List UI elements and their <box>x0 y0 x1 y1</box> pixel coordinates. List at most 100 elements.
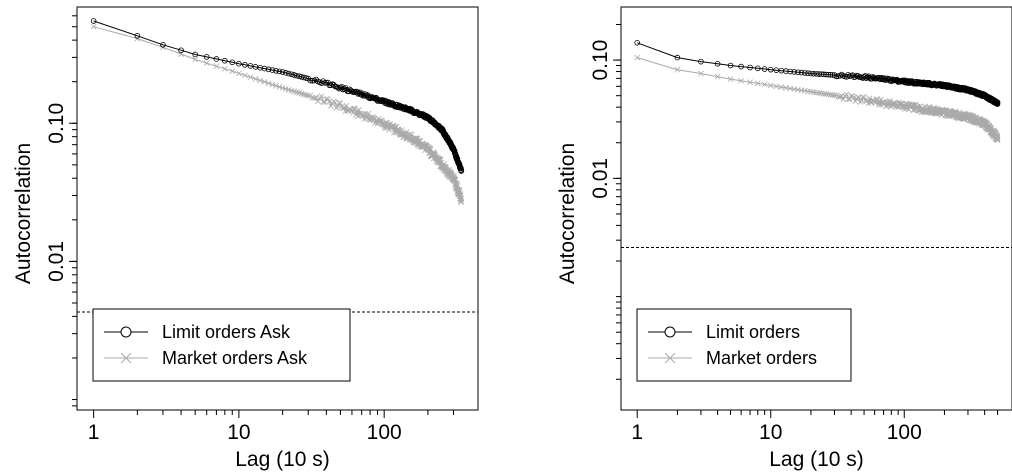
y-tick-label: 0.10 <box>589 40 612 81</box>
y-tick-label: 0.01 <box>45 241 68 282</box>
data-point <box>355 113 361 119</box>
data-point <box>222 57 228 64</box>
legend-box <box>636 308 852 382</box>
x-tick-label: 1 <box>88 421 100 444</box>
data-point <box>236 70 242 77</box>
data-point <box>674 54 681 61</box>
data-point <box>247 63 254 69</box>
y-tick-label: 0.01 <box>589 158 612 199</box>
data-point <box>714 61 721 67</box>
data-point <box>257 77 264 84</box>
series-line <box>637 57 999 141</box>
data-point <box>994 101 1001 107</box>
data-point <box>816 90 822 96</box>
data-point <box>276 68 283 75</box>
data-point <box>873 96 880 103</box>
plot-frame <box>76 6 479 411</box>
data-point <box>738 63 744 70</box>
data-point <box>213 63 220 70</box>
data-point <box>269 81 276 88</box>
legend-label: Limit orders Ask <box>162 322 291 342</box>
series-limit-orders-ask <box>90 18 465 174</box>
data-point <box>827 71 834 78</box>
series-line <box>93 26 462 203</box>
data-point <box>838 71 845 78</box>
data-point <box>855 73 861 79</box>
data-point <box>192 56 199 63</box>
legend-marker <box>664 352 676 364</box>
data-point <box>885 102 892 109</box>
data-point <box>634 39 641 46</box>
data-point <box>261 79 268 85</box>
data-point <box>242 72 248 79</box>
data-point <box>291 72 297 78</box>
data-point <box>282 70 289 76</box>
data-point <box>454 155 461 162</box>
series-limit-orders <box>634 39 1001 107</box>
data-point <box>754 80 761 87</box>
data-point <box>340 105 346 112</box>
data-point <box>783 68 789 74</box>
data-point <box>335 84 341 91</box>
data-point <box>810 70 817 77</box>
data-point <box>236 60 242 67</box>
legend-label: Market orders <box>706 348 817 368</box>
data-point <box>837 93 843 100</box>
data-point <box>833 73 840 80</box>
data-point <box>300 91 307 98</box>
data-point <box>453 181 460 187</box>
data-point <box>221 65 228 72</box>
data-point <box>843 91 850 98</box>
data-point <box>134 32 141 39</box>
data-point <box>994 99 1001 106</box>
data-point <box>738 77 744 84</box>
legend-marker <box>664 326 676 338</box>
data-point <box>371 95 377 101</box>
y-tick-label: 0.10 <box>45 103 68 144</box>
data-point <box>247 74 254 81</box>
plot-frame <box>620 6 1012 411</box>
data-point <box>808 70 814 77</box>
data-point <box>178 47 184 54</box>
legend-label: Market orders Ask <box>162 348 308 368</box>
data-point <box>795 69 801 76</box>
data-point <box>698 70 704 77</box>
data-point <box>727 62 734 69</box>
data-point <box>457 191 464 198</box>
data-point <box>431 150 438 156</box>
data-point <box>288 71 295 78</box>
x-tick-label: 100 <box>887 421 922 444</box>
legend-label: Limit orders <box>706 322 800 342</box>
data-point <box>269 67 276 73</box>
chart-2: 1 10 100 0.01 0.10 Lag (10 s) Autocorrelation L… <box>556 6 1012 471</box>
data-point <box>458 168 465 174</box>
data-point <box>823 71 829 78</box>
data-point <box>305 92 312 99</box>
data-point <box>307 77 314 84</box>
data-point <box>285 70 292 77</box>
data-point <box>303 75 309 81</box>
data-point <box>350 109 356 116</box>
series-line <box>93 20 462 172</box>
data-point <box>90 23 97 30</box>
data-point <box>634 54 641 61</box>
data-point <box>203 54 210 60</box>
data-point <box>840 96 847 103</box>
data-point <box>213 56 220 62</box>
data-point <box>452 177 459 184</box>
data-point <box>323 96 330 102</box>
x-tick-label: 1 <box>631 421 643 444</box>
legend-marker <box>120 352 132 364</box>
data-point <box>276 84 283 90</box>
data-point <box>798 69 805 76</box>
data-point <box>273 67 279 74</box>
data-point <box>714 73 721 80</box>
data-point <box>337 100 344 107</box>
data-point <box>835 93 842 100</box>
data-point <box>458 195 465 202</box>
data-point <box>698 58 704 65</box>
data-point <box>825 71 832 78</box>
series-market-orders <box>634 54 1001 144</box>
data-point <box>767 82 774 89</box>
data-point <box>848 93 855 100</box>
